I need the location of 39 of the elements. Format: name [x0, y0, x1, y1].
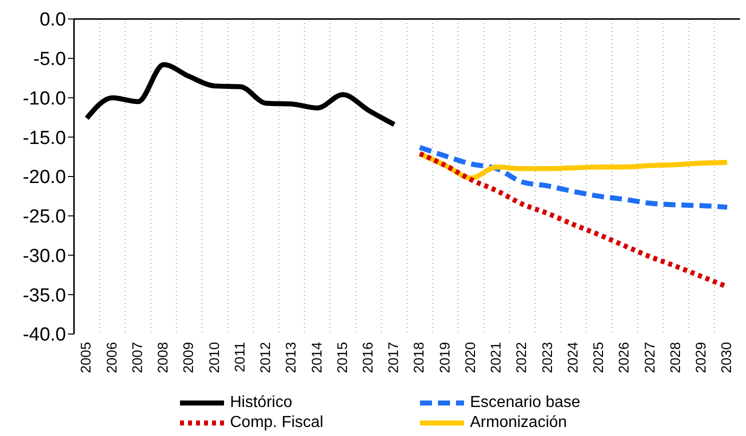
x-tick-label: 2006: [103, 342, 120, 374]
x-tick-label: 2026: [616, 342, 632, 374]
x-tick-label: 2017: [385, 342, 402, 374]
x-tick-label: 2027: [641, 342, 658, 374]
legend-label: Escenario base: [470, 394, 580, 412]
y-tick-label: 0.0: [40, 10, 66, 31]
x-tick-label: 2030: [718, 342, 734, 374]
y-tick-label: -5.0: [33, 49, 66, 70]
x-tick-label: 2008: [154, 342, 171, 374]
x-tick-label: 2010: [206, 342, 222, 374]
x-tick-label: 2022: [513, 342, 530, 374]
x-tick-label: 2011: [231, 342, 248, 372]
x-tick-label: 2023: [538, 342, 555, 374]
y-tick-label: -10.0: [22, 88, 66, 110]
y-tick-label: -35.0: [22, 285, 66, 306]
y-tick-label: -20.0: [22, 167, 66, 188]
x-tick-label: 2009: [180, 342, 196, 374]
x-tick-label: 2007: [128, 342, 145, 374]
x-tick-label: 2019: [436, 342, 452, 374]
x-tick-label: 2012: [257, 342, 274, 374]
x-tick-label: 2013: [282, 342, 299, 374]
x-tick-label: 2028: [666, 342, 683, 374]
x-tick-label: 2005: [78, 342, 94, 374]
x-tick-label: 2018: [410, 342, 427, 374]
y-tick-label: -15.0: [22, 128, 66, 149]
x-tick-label: 2025: [590, 342, 606, 374]
y-tick-label: -40.0: [22, 324, 66, 346]
x-tick-label: 2014: [308, 342, 324, 374]
legend-label: Histórico: [230, 394, 292, 412]
x-tick-label: 2021: [488, 342, 504, 374]
y-tick-label: -25.0: [22, 206, 66, 228]
legend-label: Comp. Fiscal: [230, 414, 324, 432]
y-tick-label: -30.0: [22, 246, 66, 267]
x-tick-label: 2020: [462, 342, 478, 374]
x-tick-label: 2016: [360, 342, 376, 374]
legend-label: Armonización: [470, 414, 567, 432]
x-tick-label: 2029: [692, 342, 709, 374]
x-tick-label: 2015: [334, 342, 350, 374]
x-tick-label: 2024: [564, 342, 580, 374]
